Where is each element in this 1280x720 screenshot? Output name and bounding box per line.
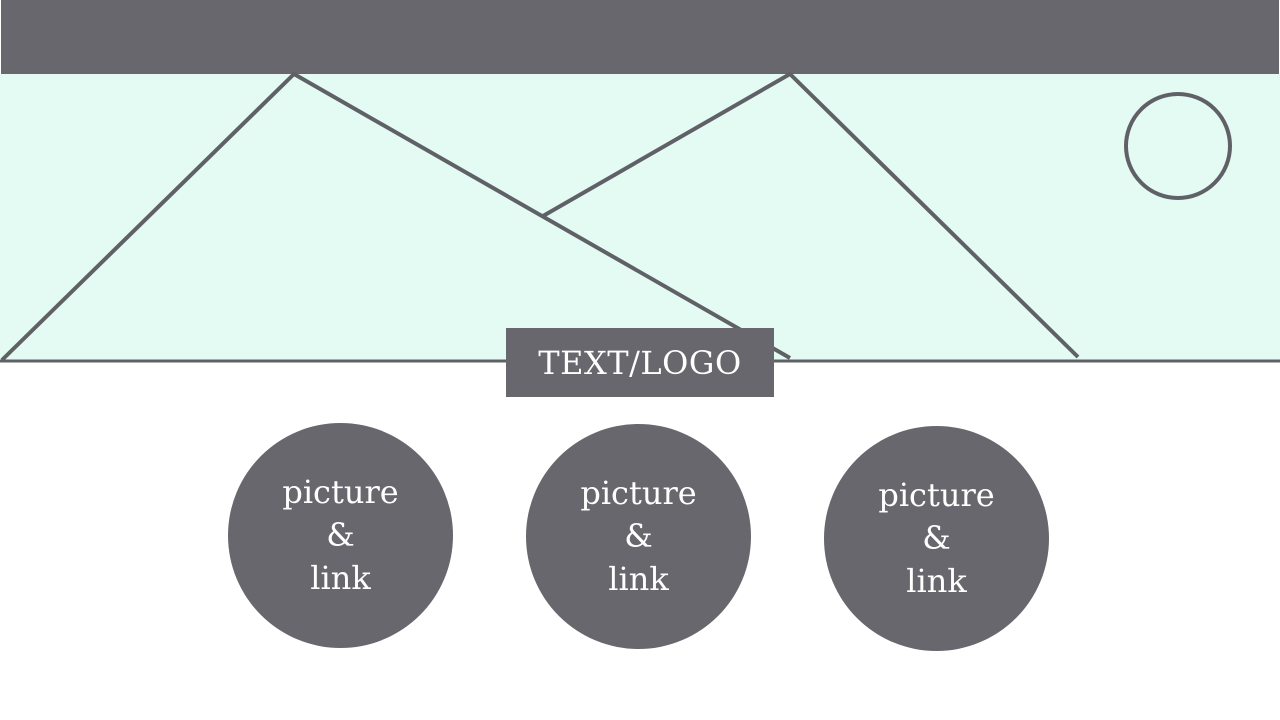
link-label-line2: & — [326, 516, 355, 554]
link-label-line1: picture — [580, 474, 697, 512]
link-label-line1: picture — [282, 473, 399, 511]
link-label-line3: link — [608, 560, 669, 598]
link-label-line3: link — [906, 562, 967, 600]
link-label-line2: & — [624, 517, 653, 555]
picture-link-2[interactable]: picture & link — [526, 424, 751, 649]
link-label-line1: picture — [878, 476, 995, 514]
picture-link-3[interactable]: picture & link — [824, 426, 1049, 651]
mountain-left-icon — [0, 72, 791, 362]
mountain-right-icon — [542, 72, 1080, 359]
link-label-line3: link — [310, 559, 371, 597]
top-bar — [1, 0, 1279, 74]
link-label-line2: & — [922, 519, 951, 557]
sun-icon — [1124, 92, 1232, 200]
hero-placeholder-drawing — [0, 72, 1280, 363]
hero-image-placeholder — [0, 74, 1280, 362]
text-logo[interactable]: TEXT/LOGO — [506, 328, 774, 397]
picture-link-1[interactable]: picture & link — [228, 423, 453, 648]
